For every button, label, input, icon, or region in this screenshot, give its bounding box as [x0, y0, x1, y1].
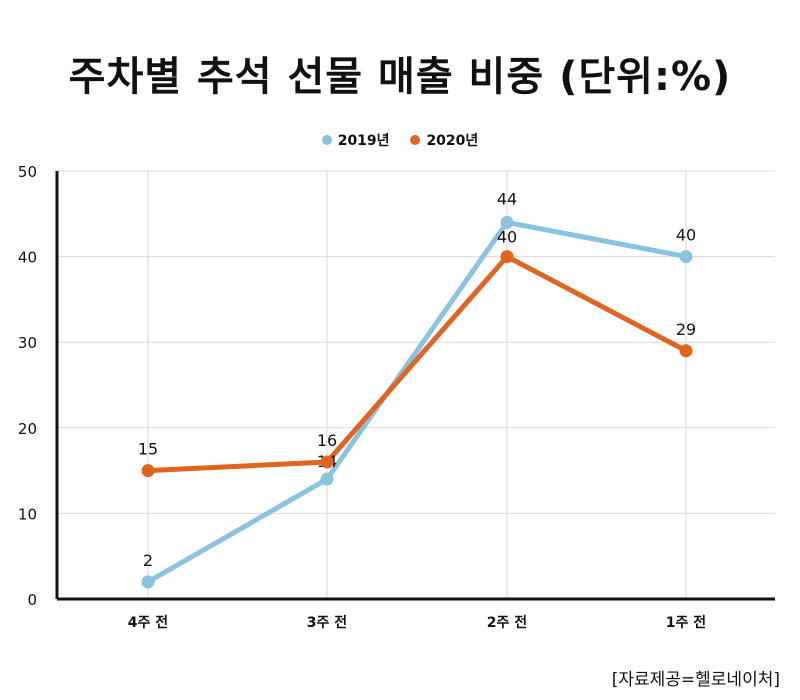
series-line-0 [145, 219, 689, 585]
legend-label-2019: 2019년 [337, 133, 390, 149]
data-point [500, 215, 514, 229]
y-tick-label: 0 [27, 591, 37, 609]
legend-item-2019: 2019년 [321, 130, 390, 150]
x-tick-label: 2주 전 [487, 614, 527, 631]
data-point [320, 455, 334, 469]
y-tick-label: 50 [18, 163, 37, 181]
data-point [679, 250, 693, 264]
data-point [679, 344, 693, 358]
x-tick-label: 1주 전 [666, 614, 706, 631]
data-label: 44 [497, 189, 517, 208]
data-label: 2 [143, 551, 153, 570]
data-label: 40 [676, 226, 696, 245]
legend-item-2020: 2020년 [410, 130, 478, 150]
y-tick-label: 10 [18, 505, 37, 523]
data-point [500, 250, 514, 264]
y-tick-label: 40 [18, 249, 37, 267]
y-tick-label: 20 [18, 420, 37, 438]
x-tick-label: 3주 전 [307, 614, 347, 631]
data-point [141, 575, 155, 589]
legend-swatch-2019 [321, 135, 332, 145]
legend-label-2020: 2020년 [426, 133, 479, 149]
data-label: 29 [676, 320, 696, 339]
series-line-1 [145, 254, 689, 474]
data-label: 15 [138, 440, 158, 459]
data-point [320, 472, 334, 486]
legend: 2019년 2020년 [0, 130, 800, 150]
source-credit: [자료제공=헬로네이처] [611, 670, 780, 690]
y-tick-label: 30 [18, 334, 37, 352]
legend-swatch-2020 [410, 135, 421, 145]
x-tick-label: 4주 전 [128, 614, 168, 631]
data-point [141, 464, 155, 478]
chart-title: 주차별 추석 선물 매출 비중 (단위:%) [68, 54, 732, 100]
data-label: 16 [317, 431, 337, 450]
data-label: 40 [497, 228, 517, 247]
